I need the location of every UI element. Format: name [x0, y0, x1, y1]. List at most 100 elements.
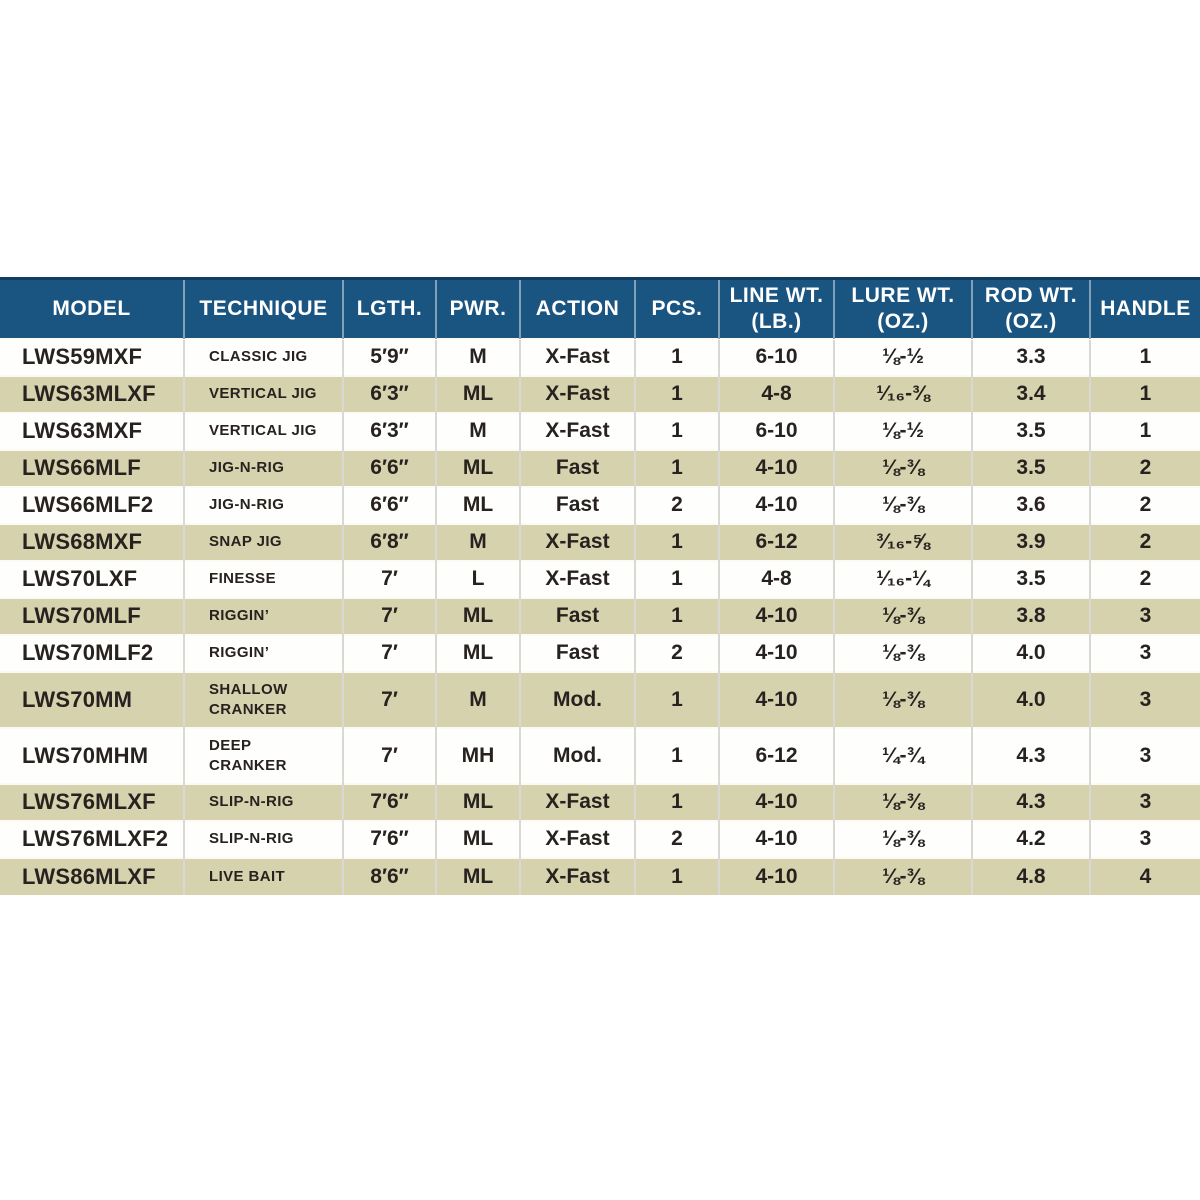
cell-pieces: 1	[635, 856, 720, 895]
cell-technique: RIGGIN’	[184, 633, 344, 672]
technique-label: JIG-N-RIG	[209, 496, 285, 514]
col-header-model: MODEL	[0, 277, 185, 339]
cell-model: LWS70MM	[0, 670, 185, 728]
cell-technique: CLASSIC JIG	[184, 337, 344, 376]
cell-length: 7′	[343, 726, 437, 784]
cell-action: X-Fast	[520, 411, 636, 450]
cell-power: ML	[436, 633, 521, 672]
cell-pieces: 1	[635, 670, 720, 728]
cell-power: ML	[436, 856, 521, 895]
cell-power: M	[436, 670, 521, 728]
cell-handle: 2	[1090, 448, 1200, 487]
technique-label: JIG-N-RIG	[209, 459, 285, 477]
col-header-lure-weight: LURE WT. (OZ.)	[834, 277, 973, 339]
cell-model: LWS70LXF	[0, 559, 185, 598]
cell-line-weight: 6-10	[719, 337, 835, 376]
col-header-length: LGTH.	[343, 277, 437, 339]
cell-rod-weight: 3.6	[972, 485, 1091, 524]
cell-line-weight: 4-10	[719, 448, 835, 487]
cell-lure-weight: ⅛-½	[834, 337, 973, 376]
cell-action: X-Fast	[520, 522, 636, 561]
cell-technique: JIG-N-RIG	[184, 485, 344, 524]
table-row: LWS70MM SHALLOW CRANKER 7′ M Mod. 1 4-10…	[0, 670, 1200, 728]
cell-length: 6′8″	[343, 522, 437, 561]
cell-length: 7′	[343, 596, 437, 635]
technique-label: DEEP CRANKER	[209, 737, 287, 774]
cell-rod-weight: 4.8	[972, 856, 1091, 895]
cell-line-weight: 4-10	[719, 633, 835, 672]
table-row: LWS70MHM DEEP CRANKER 7′ MH Mod. 1 6-12 …	[0, 726, 1200, 784]
col-header-rod-weight: ROD WT. (OZ.)	[972, 277, 1091, 339]
table-row: LWS70LXF FINESSE 7′ L X-Fast 1 4-8 ¹⁄₁₆-…	[0, 559, 1200, 598]
cell-power: ML	[436, 596, 521, 635]
cell-pieces: 1	[635, 411, 720, 450]
cell-technique: VERTICAL JIG	[184, 411, 344, 450]
cell-pieces: 1	[635, 522, 720, 561]
cell-length: 7′6″	[343, 819, 437, 858]
cell-action: X-Fast	[520, 559, 636, 598]
table-row: LWS70MLF RIGGIN’ 7′ ML Fast 1 4-10 ⅛-⅜ 3…	[0, 596, 1200, 635]
table-row: LWS63MXF VERTICAL JIG 6′3″ M X-Fast 1 6-…	[0, 411, 1200, 450]
cell-rod-weight: 3.8	[972, 596, 1091, 635]
cell-lure-weight: ⅛-⅜	[834, 485, 973, 524]
cell-power: M	[436, 411, 521, 450]
cell-pieces: 2	[635, 485, 720, 524]
cell-model: LWS86MLXF	[0, 856, 185, 895]
cell-handle: 3	[1090, 782, 1200, 821]
cell-length: 6′3″	[343, 374, 437, 413]
cell-model: LWS59MXF	[0, 337, 185, 376]
cell-length: 6′6″	[343, 448, 437, 487]
cell-handle: 4	[1090, 856, 1200, 895]
cell-action: X-Fast	[520, 856, 636, 895]
cell-power: ML	[436, 485, 521, 524]
col-header-line-weight: LINE WT. (LB.)	[719, 277, 835, 339]
cell-model: LWS63MLXF	[0, 374, 185, 413]
table-row: LWS68MXF SNAP JIG 6′8″ M X-Fast 1 6-12 ³…	[0, 522, 1200, 561]
cell-power: M	[436, 337, 521, 376]
col-header-technique: TECHNIQUE	[184, 277, 344, 339]
cell-rod-weight: 4.3	[972, 726, 1091, 784]
table-row: LWS63MLXF VERTICAL JIG 6′3″ ML X-Fast 1 …	[0, 374, 1200, 413]
col-header-pieces: PCS.	[635, 277, 720, 339]
cell-model: LWS76MLXF2	[0, 819, 185, 858]
cell-pieces: 1	[635, 726, 720, 784]
cell-rod-weight: 3.4	[972, 374, 1091, 413]
cell-technique: FINESSE	[184, 559, 344, 598]
technique-label: SNAP JIG	[209, 533, 282, 551]
cell-handle: 3	[1090, 726, 1200, 784]
technique-label: LIVE BAIT	[209, 867, 286, 885]
cell-lure-weight: ¹⁄₁₆-⅜	[834, 374, 973, 413]
technique-label: RIGGIN’	[209, 644, 270, 662]
table-row: LWS66MLF2 JIG-N-RIG 6′6″ ML Fast 2 4-10 …	[0, 485, 1200, 524]
cell-length: 6′3″	[343, 411, 437, 450]
cell-model: LWS70MHM	[0, 726, 185, 784]
cell-rod-weight: 3.3	[972, 337, 1091, 376]
cell-handle: 3	[1090, 670, 1200, 728]
cell-rod-weight: 3.5	[972, 559, 1091, 598]
cell-action: X-Fast	[520, 819, 636, 858]
cell-lure-weight: ⅛-⅜	[834, 782, 973, 821]
technique-label: VERTICAL JIG	[209, 422, 317, 440]
cell-lure-weight: ⅛-⅜	[834, 448, 973, 487]
cell-handle: 2	[1090, 485, 1200, 524]
col-header-action: ACTION	[520, 277, 636, 339]
cell-length: 7′	[343, 559, 437, 598]
cell-lure-weight: ¼-¾	[834, 726, 973, 784]
cell-pieces: 1	[635, 782, 720, 821]
table-row: LWS59MXF CLASSIC JIG 5′9″ M X-Fast 1 6-1…	[0, 337, 1200, 376]
technique-label: SLIP-N-RIG	[209, 830, 294, 848]
cell-power: ML	[436, 782, 521, 821]
cell-pieces: 2	[635, 633, 720, 672]
cell-action: Mod.	[520, 670, 636, 728]
col-header-power: PWR.	[436, 277, 521, 339]
cell-line-weight: 4-10	[719, 782, 835, 821]
technique-label: SHALLOW CRANKER	[209, 681, 288, 718]
cell-technique: RIGGIN’	[184, 596, 344, 635]
cell-action: X-Fast	[520, 337, 636, 376]
cell-line-weight: 4-10	[719, 819, 835, 858]
cell-pieces: 1	[635, 596, 720, 635]
cell-line-weight: 6-10	[719, 411, 835, 450]
cell-power: M	[436, 522, 521, 561]
cell-handle: 1	[1090, 411, 1200, 450]
cell-model: LWS76MLXF	[0, 782, 185, 821]
